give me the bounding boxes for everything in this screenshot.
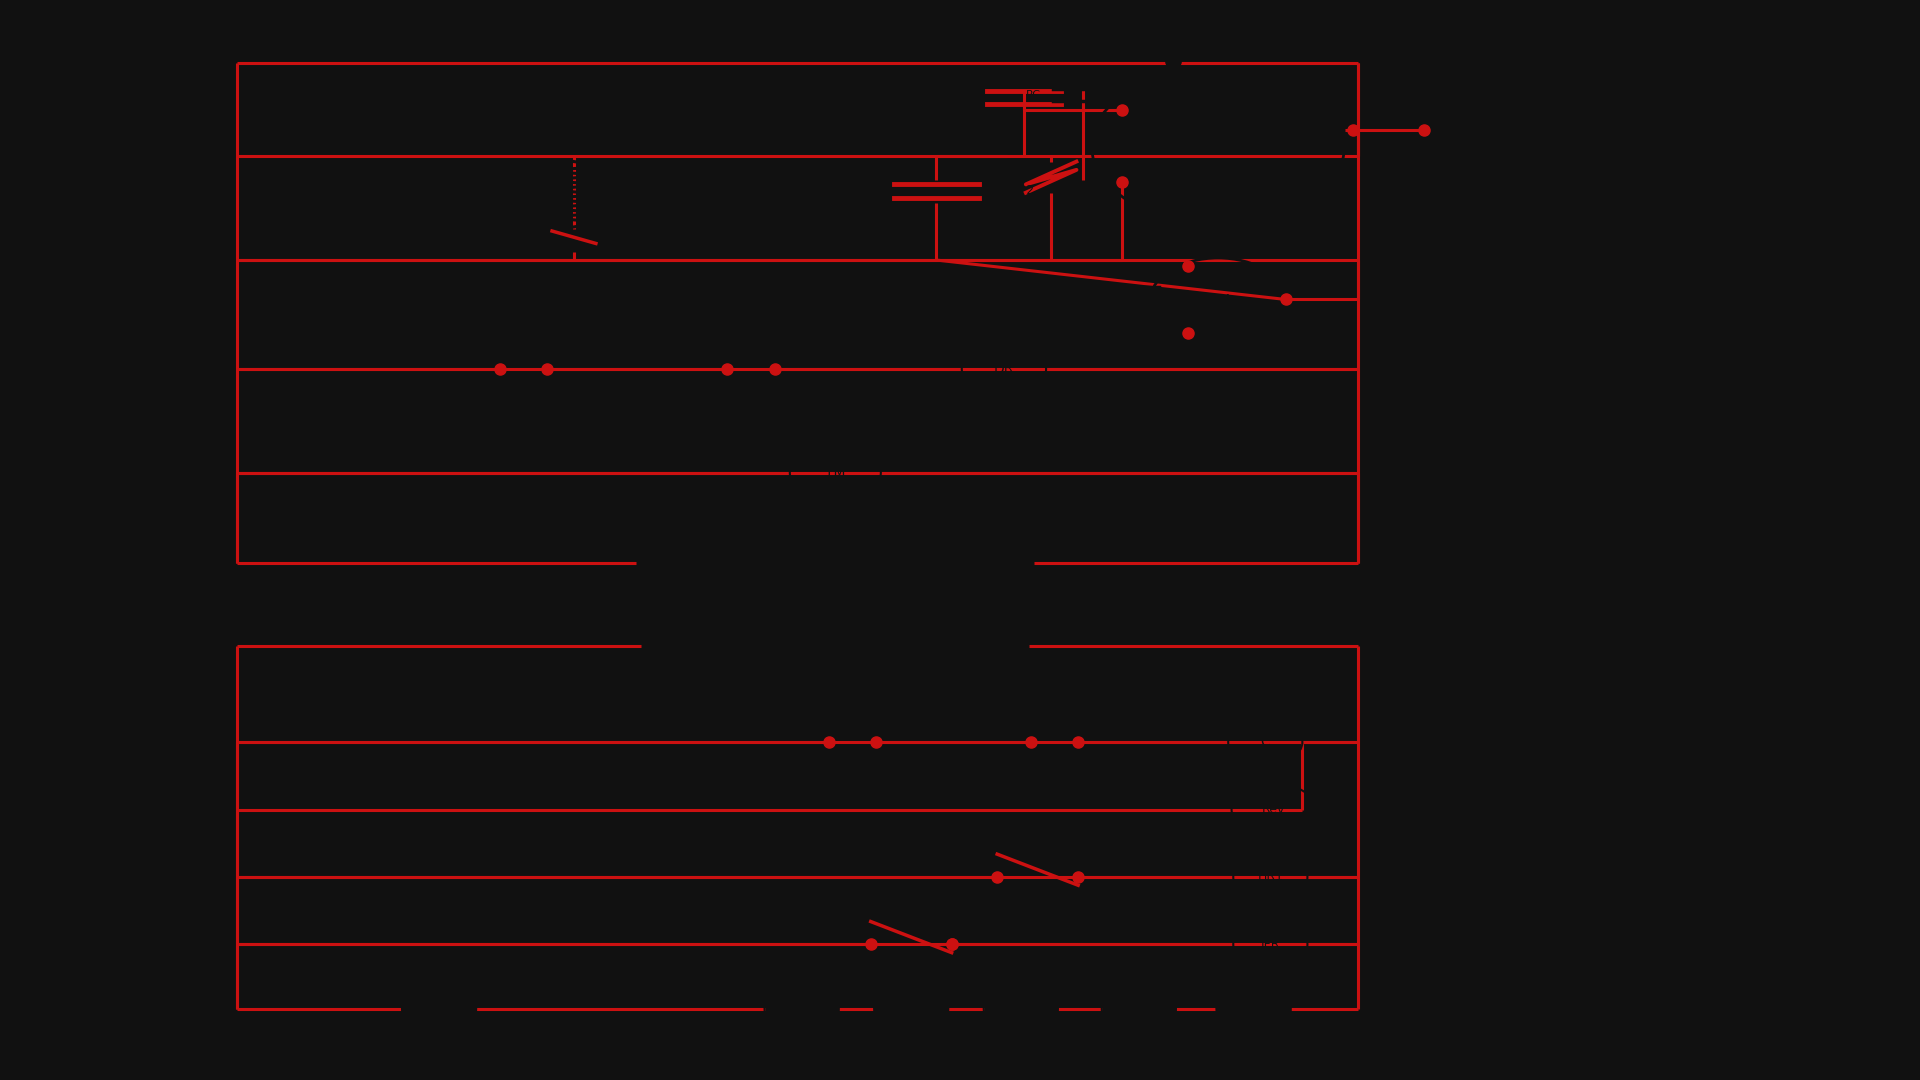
Text: DR 2: DR 2 <box>1004 184 1035 197</box>
Text: C: C <box>536 231 545 244</box>
Text: C: C <box>1250 1002 1258 1015</box>
Text: RC: RC <box>1152 289 1167 299</box>
Text: contactor: contactor <box>1588 119 1653 132</box>
Text: Start Relay: Start Relay <box>1588 786 1665 800</box>
Text: CCH: CCH <box>1494 166 1526 180</box>
Text: TM1: TM1 <box>737 300 764 313</box>
Text: DTS: DTS <box>1494 356 1524 370</box>
Text: Crankcase heater: Crankcase heater <box>1588 166 1711 180</box>
Text: Discharge temp switch: Discharge temp switch <box>1588 356 1745 370</box>
Text: IFR: IFR <box>1261 937 1281 950</box>
Text: OL: OL <box>1380 103 1396 112</box>
Text: HR1: HR1 <box>1494 453 1526 467</box>
Text: Indoor fan relay: Indoor fan relay <box>1588 548 1697 562</box>
Text: Defrost relay: Defrost relay <box>1588 834 1678 848</box>
Text: W2: W2 <box>1010 1002 1031 1015</box>
Text: RC: RC <box>1025 91 1041 100</box>
Text: HR1: HR1 <box>1494 500 1526 514</box>
Text: CFM: CFM <box>1494 214 1526 228</box>
Text: Run capacitor: Run capacitor <box>1588 690 1684 704</box>
Text: SC: SC <box>1000 131 1016 140</box>
Text: SC: SC <box>1494 739 1513 753</box>
Text: C: C <box>1494 119 1503 132</box>
Text: LPS: LPS <box>1044 718 1064 729</box>
Text: RC: RC <box>1081 288 1096 298</box>
Text: CCH: CCH <box>561 127 588 140</box>
Text: Start capacitor: Start capacitor <box>1588 739 1692 753</box>
Text: L1: L1 <box>202 43 228 63</box>
Text: L2: L2 <box>1367 43 1392 63</box>
Text: Comp: Comp <box>1194 129 1242 144</box>
Text: HR1: HR1 <box>1258 870 1283 883</box>
Text: Y: Y <box>799 1002 804 1015</box>
Text: Low pressure switch: Low pressure switch <box>1588 595 1728 609</box>
Text: Comp: Comp <box>1494 309 1538 323</box>
Text: C: C <box>1284 171 1294 184</box>
Text: 24v: 24v <box>791 672 812 681</box>
Text: DR: DR <box>995 362 1014 376</box>
Text: DT: DT <box>1494 929 1515 943</box>
Text: Overload: Overload <box>1588 643 1651 657</box>
Text: Legend: Legend <box>1498 63 1601 87</box>
Text: TM: TM <box>1494 881 1517 895</box>
Text: SR: SR <box>1494 786 1515 800</box>
Text: Timer motor: Timer motor <box>1588 881 1672 895</box>
Text: DR: DR <box>1494 834 1515 848</box>
Text: DR1: DR1 <box>900 971 924 981</box>
Text: High pressure switch: High pressure switch <box>1588 404 1732 418</box>
Text: Heat relay 1: Heat relay 1 <box>1588 453 1672 467</box>
Text: Condenser fan switch: Condenser fan switch <box>1588 261 1738 275</box>
Text: HPS: HPS <box>1494 404 1524 418</box>
Text: Rev: Rev <box>1261 804 1284 816</box>
Text: R: R <box>434 1002 444 1015</box>
Text: IFM: IFM <box>1494 548 1523 562</box>
Text: Compressor: Compressor <box>1588 309 1670 323</box>
Text: G: G <box>1135 1002 1144 1015</box>
Text: CFS: CFS <box>1494 261 1523 275</box>
Text: DT: DT <box>518 441 536 454</box>
Text: LPS: LPS <box>1494 595 1523 609</box>
Text: OL: OL <box>1494 643 1515 657</box>
Text: C: C <box>1260 735 1271 750</box>
Text: R: R <box>1139 188 1146 198</box>
Text: RC: RC <box>1494 690 1515 704</box>
Text: DR3: DR3 <box>1025 833 1050 842</box>
Text: S: S <box>1139 96 1146 107</box>
Text: O: O <box>906 1002 916 1015</box>
Text: Heat relay 2: Heat relay 2 <box>1588 500 1672 514</box>
Text: SR: SR <box>1165 38 1181 48</box>
Text: CFM: CFM <box>1206 295 1231 305</box>
Text: 240v: 240v <box>787 522 816 531</box>
Text: TM: TM <box>826 465 845 480</box>
Text: Condenser fan motor: Condenser fan motor <box>1588 214 1734 228</box>
Text: Defrost thermostat: Defrost thermostat <box>1588 929 1720 943</box>
Text: HPS: HPS <box>841 718 864 729</box>
